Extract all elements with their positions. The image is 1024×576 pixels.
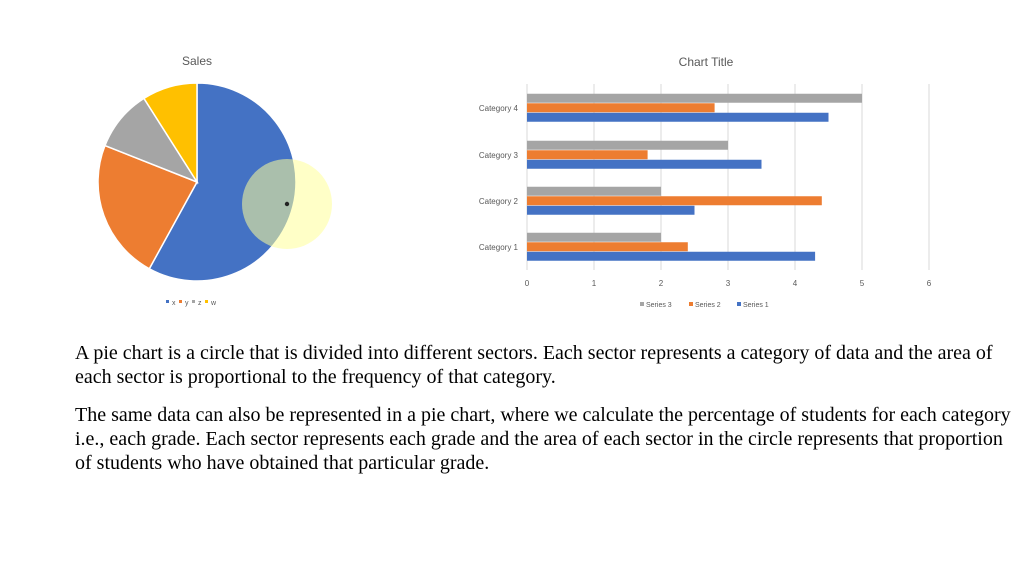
bar-series xyxy=(527,93,862,261)
legend-label-series-1: Series 1 xyxy=(743,302,769,309)
bar-category-labels: Category 1 Category 2 Category 3 Category 4 xyxy=(479,104,519,252)
bar-chart-title: Chart Title xyxy=(679,55,734,69)
bar-series-2-category-4 xyxy=(527,103,715,113)
bar-series-3-category-4 xyxy=(527,93,862,103)
bar-series-2-category-1 xyxy=(527,242,688,252)
bar-series-1-category-3 xyxy=(527,159,762,169)
category-label: Category 4 xyxy=(479,104,519,113)
x-tick-label: 4 xyxy=(793,279,798,288)
legend-label-w: w xyxy=(210,300,217,307)
bar-series-2-category-3 xyxy=(527,150,648,160)
bar-legend: Series 3 Series 2 Series 1 xyxy=(640,302,769,309)
x-tick-label: 0 xyxy=(525,279,530,288)
legend-label-series-2: Series 2 xyxy=(695,302,721,309)
pie-slice-w xyxy=(142,82,198,185)
pie-slices xyxy=(97,82,297,282)
bar-series-3-category-2 xyxy=(527,186,661,196)
legend-marker-series-3 xyxy=(640,302,644,306)
paragraph-pie-definition: A pie chart is a circle that is divided … xyxy=(75,342,993,388)
pie-chart: Sales x y z w xyxy=(97,54,297,307)
cursor-dot xyxy=(284,201,290,207)
bar-x-ticks: 0 1 2 3 4 5 6 xyxy=(525,279,932,288)
bar-series-1-category-4 xyxy=(527,112,829,122)
x-tick-label: 5 xyxy=(860,279,865,288)
legend-marker-y xyxy=(179,300,182,303)
legend-marker-z xyxy=(192,300,195,303)
x-tick-label: 1 xyxy=(592,279,597,288)
x-tick-label: 6 xyxy=(927,279,932,288)
legend-label-y: y xyxy=(185,300,189,307)
pie-chart-title: Sales xyxy=(182,54,212,68)
legend-marker-series-1 xyxy=(737,302,741,306)
legend-marker-series-2 xyxy=(689,302,693,306)
x-tick-label: 2 xyxy=(659,279,664,288)
bar-series-2-category-2 xyxy=(527,196,822,206)
body-text: A pie chart is a circle that is divided … xyxy=(75,341,1015,489)
bar-series-1-category-1 xyxy=(527,251,816,261)
category-label: Category 2 xyxy=(479,197,519,206)
legend-label-x: x xyxy=(172,300,176,307)
pie-slice-y xyxy=(97,144,199,270)
legend-marker-w xyxy=(205,300,208,303)
cursor-highlight xyxy=(242,159,332,249)
bar-series-1-category-2 xyxy=(527,205,695,215)
legend-label-series-3: Series 3 xyxy=(646,302,672,309)
bar-series-3-category-3 xyxy=(527,140,728,150)
category-label: Category 3 xyxy=(479,151,519,160)
legend-label-z: z xyxy=(198,300,202,307)
x-tick-label: 3 xyxy=(726,279,731,288)
category-label: Category 1 xyxy=(479,243,519,252)
legend-marker-x xyxy=(166,300,169,303)
paragraph-pie-example: The same data can also be represented in… xyxy=(75,404,1011,474)
bar-series-3-category-1 xyxy=(527,232,661,242)
